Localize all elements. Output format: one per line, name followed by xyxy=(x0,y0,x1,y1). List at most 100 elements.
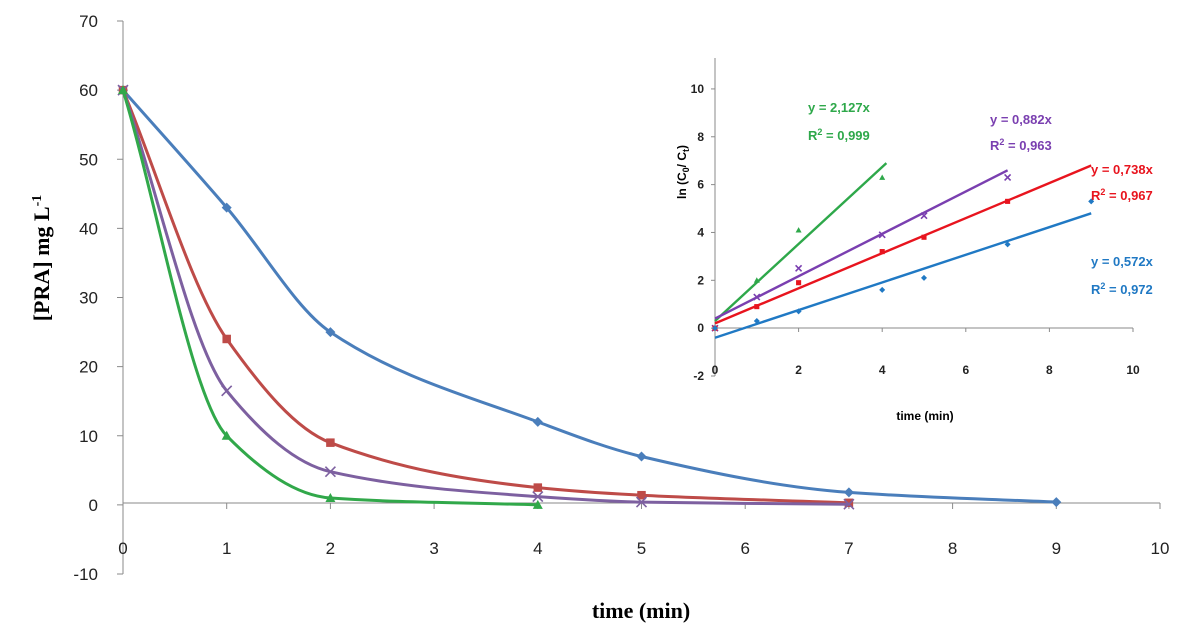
main-x-tick-label-4: 4 xyxy=(533,539,542,558)
inset-series-3-point-3 xyxy=(879,286,886,293)
inset-y-title-1: ln (C xyxy=(675,172,689,199)
main-series-2-point-3-stroke-b xyxy=(532,491,544,503)
inset-series-1-point-2-stroke-b xyxy=(795,264,803,272)
inset-series-1-point-5-stroke-b xyxy=(1004,173,1012,182)
main-x-tick-label-8: 8 xyxy=(948,539,957,558)
main-series-2-point-5-stroke-b xyxy=(843,498,855,510)
inset-series-3-point-6 xyxy=(1088,198,1095,205)
main-series-0-point-6 xyxy=(1051,497,1062,508)
main-x-tick-label-0: 0 xyxy=(118,539,127,558)
inset-fit-line-0 xyxy=(714,162,888,322)
inset-r2-2: R2 = 0,967 xyxy=(1091,187,1153,203)
inset-series-2-point-2 xyxy=(796,280,802,286)
main-y-tick-label-6: 50 xyxy=(79,150,98,169)
main-series-1-point-2 xyxy=(326,438,335,447)
inset-y-title-2: 0 xyxy=(681,167,691,172)
inset-series-1-point-1 xyxy=(753,293,761,301)
main-series-2-point-1-stroke-b xyxy=(221,385,233,397)
inset-fit-line-2 xyxy=(714,164,1092,325)
inset-r2-0: R2 = 0,999 xyxy=(808,127,870,143)
inset-fit-line-1 xyxy=(714,169,1009,320)
inset-series-1-point-4-stroke-b xyxy=(920,212,928,220)
inset-r2-sup-1: 2 xyxy=(999,137,1004,147)
main-y-ticks: -10 0 10 20 30 40 50 60 70 xyxy=(73,12,123,584)
inset-x-tick-label-2: 4 xyxy=(879,363,886,377)
inset-r2-sup-2: 2 xyxy=(1100,187,1105,197)
main-series-1-point-1 xyxy=(222,334,231,344)
main-series-2-point-5 xyxy=(843,498,855,510)
inset-series-1-point-5 xyxy=(1004,173,1012,182)
inset-r2-value-0: = 0,999 xyxy=(822,128,869,143)
inset-x-tick-label-1: 2 xyxy=(795,363,802,377)
main-y-tick-label-4: 30 xyxy=(79,289,98,308)
main-x-tick-label-2: 2 xyxy=(326,539,335,558)
main-y-tick-label-3: 20 xyxy=(79,358,98,377)
main-series-3-point-1 xyxy=(221,430,232,440)
inset-series-1-point-2 xyxy=(795,264,803,272)
main-series xyxy=(117,84,1062,510)
main-x-tick-label-7: 7 xyxy=(844,539,853,558)
inset-r2-value-3: = 0,972 xyxy=(1105,282,1152,297)
main-series-0-point-5 xyxy=(843,487,854,498)
inset-y-ticks: -2 0 2 4 6 8 10 xyxy=(691,82,715,383)
main-series-2-point-4-stroke-b xyxy=(635,496,648,508)
main-series-2-point-3 xyxy=(532,491,544,503)
inset-series-3-point-1 xyxy=(753,317,760,324)
main-series-line-1 xyxy=(121,89,849,505)
inset-series-0-point-1 xyxy=(753,277,760,283)
inset-equation-3: y = 0,572x xyxy=(1091,254,1154,269)
main-series-0-point-2 xyxy=(325,327,336,338)
inset-r2-label-0: R xyxy=(808,128,818,143)
main-series-3-point-2 xyxy=(325,492,336,502)
inset-equation-0: y = 2,127x xyxy=(808,100,871,115)
inset-fit-line-3 xyxy=(714,212,1092,339)
main-series-3-point-3 xyxy=(532,499,543,509)
inset-r2-1: R2 = 0,963 xyxy=(990,137,1052,153)
inset-x-tick-label-0: 0 xyxy=(712,363,719,377)
main-series-3-point-0 xyxy=(118,85,128,95)
inset-series-1-point-3-stroke-b xyxy=(878,231,886,239)
inset-r2-label-1: R xyxy=(990,138,1000,153)
inset-equation-1: y = 0,882x xyxy=(990,112,1053,127)
inset-y-title-4: t xyxy=(681,149,691,152)
inset-x-tick-label-4: 8 xyxy=(1046,363,1053,377)
inset-r2-sup-3: 2 xyxy=(1100,281,1105,291)
inset-x-tick-label-5: 10 xyxy=(1126,363,1140,377)
inset-series-2-point-5 xyxy=(1005,198,1011,204)
main-y-axis-title: [PRA] mg L-1 xyxy=(29,195,54,322)
inset-series-3-point-0 xyxy=(712,325,718,332)
inset-series xyxy=(711,162,1095,339)
main-x-tick-label-1: 1 xyxy=(222,539,231,558)
inset-y-title-3: / C xyxy=(675,152,689,168)
inset-y-tick-label-2: 2 xyxy=(697,273,704,287)
inset-x-tick-label-3: 6 xyxy=(962,363,969,377)
inset-series-2-point-1 xyxy=(754,304,760,310)
main-series-2-point-2 xyxy=(324,466,336,478)
main-y-tick-label-0: -10 xyxy=(73,565,98,584)
inset-r2-value-2: = 0,967 xyxy=(1105,188,1152,203)
inset-r2-label-2: R xyxy=(1091,188,1101,203)
inset-series-3-point-2 xyxy=(795,308,802,315)
inset-r2-label-3: R xyxy=(1091,282,1101,297)
inset-series-1-point-3 xyxy=(878,231,886,239)
main-series-0-point-1 xyxy=(221,202,232,213)
main-x-axis-title: time (min) xyxy=(592,598,690,623)
inset-series-1-point-4 xyxy=(920,212,928,220)
main-series-1-point-4 xyxy=(637,490,646,500)
main-x-tick-label-10: 10 xyxy=(1151,539,1170,558)
inset-y-axis-title: ln (C0/ Ct) xyxy=(675,145,691,199)
main-y-axis-title-sup: -1 xyxy=(30,195,45,207)
main-series-2-point-1 xyxy=(221,385,233,397)
main-y-tick-label-2: 10 xyxy=(79,427,98,446)
inset-x-ticks: 0 2 4 6 8 10 xyxy=(712,328,1140,377)
main-series-0-point-3 xyxy=(532,416,543,427)
inset-y-tick-label-6: 10 xyxy=(691,82,705,96)
inset-series-1-point-1-stroke-b xyxy=(753,293,761,301)
main-series-line-2 xyxy=(121,89,849,506)
main-x-tick-label-3: 3 xyxy=(429,539,438,558)
inset-r2-value-1: = 0,963 xyxy=(1004,138,1051,153)
